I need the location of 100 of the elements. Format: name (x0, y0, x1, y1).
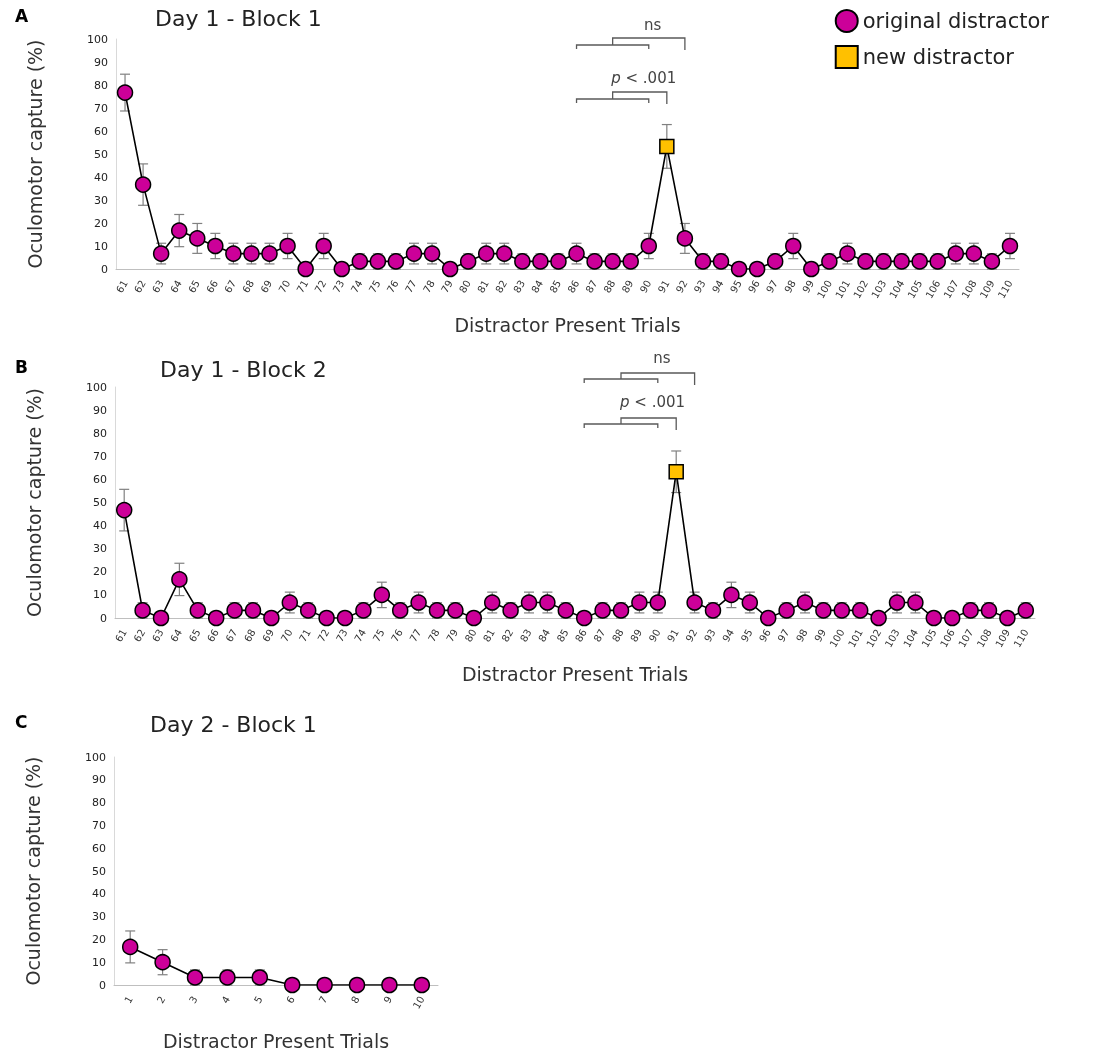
x-tick-label: 98 (793, 627, 810, 644)
x-tick-label: 71 (294, 278, 311, 295)
y-tick-label: 70 (94, 101, 108, 115)
y-tick-label: 70 (92, 818, 106, 832)
point (413, 976, 431, 994)
x-tick-label: 62 (131, 278, 148, 295)
point (730, 260, 748, 278)
x-tick-label: 90 (637, 278, 654, 295)
x-tick-label: 96 (746, 278, 762, 295)
y-axis-title: Oculomotor capture (%) (21, 756, 44, 986)
x-tick-label: 95 (738, 627, 755, 644)
x-tick-label: 96 (757, 627, 773, 644)
x-tick-label: 79 (444, 627, 461, 644)
x-tick-label: 75 (366, 278, 383, 295)
point (121, 938, 139, 956)
x-tick-label: 85 (554, 627, 571, 644)
x-tick-label: 92 (683, 627, 700, 644)
point (668, 464, 684, 480)
point (152, 609, 170, 627)
x-tick-label: 68 (241, 627, 258, 644)
y-tick-label: 0 (101, 262, 108, 276)
point (263, 609, 280, 627)
x-tick-label: 101 (845, 627, 865, 650)
x-tick-label: 99 (800, 278, 817, 295)
y-tick-label: 50 (93, 496, 107, 509)
point (348, 976, 366, 994)
x-tick-label: 10 (410, 994, 427, 1011)
x-tick-label: 66 (205, 627, 221, 644)
x-tick-label: 101 (833, 278, 853, 301)
chart-title: Day 1 - Block 2 (160, 356, 327, 382)
x-axis-title: Distractor Present Trials (454, 313, 681, 336)
x-tick-label: 98 (782, 278, 799, 295)
y-tick-label: 10 (93, 588, 107, 602)
point (115, 501, 133, 519)
x-tick-label: 63 (150, 278, 166, 295)
x-tick-label: 61 (113, 278, 130, 295)
x-tick-label: 72 (315, 627, 332, 644)
x-tick-label: 81 (481, 627, 497, 644)
x-tick-label: 74 (352, 627, 369, 644)
x-tick-label: 76 (384, 278, 401, 295)
y-tick-label: 20 (94, 216, 108, 230)
legend-label: new distractor (862, 45, 1015, 69)
y-tick-label: 20 (93, 565, 107, 579)
point (441, 260, 459, 278)
y-axis-title: Oculomotor capture (%) (22, 387, 45, 618)
point (465, 609, 483, 627)
y-tick-label: 40 (92, 887, 106, 901)
y-tick-label: 80 (94, 78, 108, 92)
point (207, 237, 224, 255)
annotation: p < .001 (610, 69, 677, 87)
x-tick-label: 70 (278, 627, 295, 644)
point (333, 260, 350, 278)
x-tick-label: 69 (260, 627, 277, 644)
point (575, 609, 593, 627)
x-tick-label: 4 (219, 994, 233, 1006)
x-tick-label: 86 (573, 627, 589, 644)
y-tick-label: 0 (100, 611, 107, 625)
point (748, 260, 766, 278)
x-tick-label: 65 (186, 627, 203, 644)
x-tick-label: 5 (251, 994, 265, 1006)
point (283, 976, 301, 994)
x-tick-label: 71 (297, 627, 313, 644)
y-tick-label: 80 (92, 796, 106, 810)
point (870, 609, 887, 627)
x-tick-label: 7 (316, 994, 330, 1006)
x-tick-label: 9 (381, 994, 395, 1006)
point (134, 176, 152, 193)
chart-subtitle: A (15, 5, 29, 26)
x-tick-label: 86 (565, 278, 582, 295)
y-tick-label: 70 (93, 449, 107, 463)
text: ns (653, 349, 671, 367)
point (207, 609, 225, 627)
x-tick-label: 65 (186, 278, 203, 295)
x-tick-label: 2 (154, 994, 168, 1006)
x-tick-label: 68 (240, 278, 257, 295)
x-tick-label: 95 (727, 278, 744, 295)
x-tick-label: 80 (462, 627, 479, 644)
y-tick-label: 100 (85, 750, 106, 764)
y-tick-label: 50 (92, 864, 106, 878)
x-tick-label: 94 (720, 627, 737, 644)
x-axis-title: Distractor Present Trials (162, 1029, 390, 1052)
point (170, 222, 188, 239)
point (316, 976, 333, 994)
y-tick-label: 60 (92, 841, 106, 855)
point (999, 609, 1016, 627)
y-tick-label: 40 (94, 170, 108, 184)
x-tick-label: 73 (330, 278, 347, 295)
x-tick-label: 87 (591, 627, 608, 644)
x-tick-label: 97 (775, 627, 792, 644)
y-tick-label: 20 (92, 932, 106, 946)
point (154, 953, 171, 971)
x-tick-label: 97 (764, 278, 780, 295)
point (381, 976, 398, 994)
x-tick-label: 89 (628, 627, 645, 644)
point (315, 237, 332, 255)
y-tick-label: 30 (92, 910, 106, 924)
x-tick-label: 76 (389, 627, 405, 644)
x-tick-label: 73 (333, 627, 350, 644)
annotation: p < .001 (619, 393, 686, 411)
x-tick-label: 66 (204, 278, 221, 295)
